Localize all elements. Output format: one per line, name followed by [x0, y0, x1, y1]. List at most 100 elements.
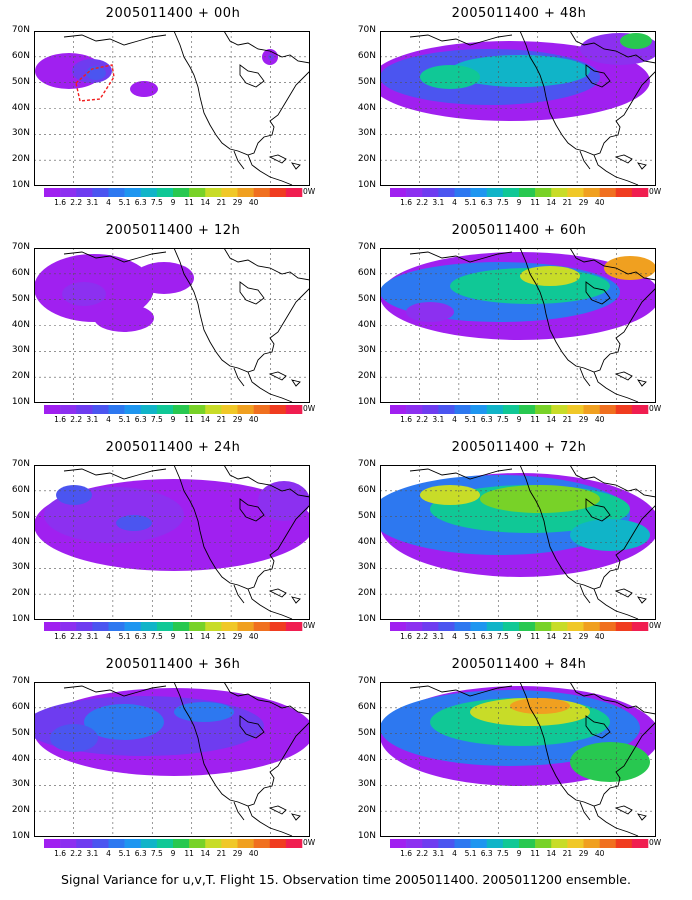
colorbar-label: 21 [562, 198, 573, 207]
colorbar-swatch [470, 622, 488, 631]
colorbar-swatch [535, 839, 552, 848]
colorbar-swatch [108, 839, 125, 848]
colorbar-label: 1.6 [54, 849, 67, 858]
colorbar-label: 11 [184, 849, 194, 858]
map-frame [34, 682, 310, 837]
colorbar-swatch [173, 188, 190, 197]
coastline [268, 588, 287, 598]
colorbar-label: 11 [530, 632, 540, 641]
colorbar-label: 6.3 [134, 198, 147, 207]
colorbar-swatch [221, 188, 238, 197]
colorbar-swatch [269, 839, 287, 848]
colorbar-label: 7.5 [150, 198, 163, 207]
coastline [585, 498, 611, 522]
colorbar-swatch [92, 188, 109, 197]
coastline [569, 248, 656, 281]
colorbar-label: 40 [248, 198, 259, 207]
variance-map [34, 682, 310, 837]
colorbar [44, 839, 303, 848]
colorbar-swatch [124, 839, 142, 848]
coastline [233, 584, 245, 604]
colorbar-label: 29 [232, 849, 243, 858]
colorbar-label: 14 [546, 415, 557, 424]
colorbar-swatch [583, 622, 600, 631]
coastline [614, 371, 633, 381]
map-panel-36h: 2005011400 + 36h 70N 60N 50N 40N 30N 20N 10N 1.6… [0, 651, 346, 868]
colorbar-label: 29 [232, 415, 243, 424]
colorbar-swatch [551, 839, 568, 848]
map-frame [34, 465, 310, 620]
colorbar-swatch [205, 839, 222, 848]
coastline [233, 150, 245, 170]
colorbar-swatch [60, 405, 77, 414]
colorbar-swatch [44, 405, 61, 414]
colorbar-label: 3.1 [86, 198, 99, 207]
colorbar-swatch [615, 839, 633, 848]
coastline [290, 379, 301, 387]
coastline [268, 371, 287, 381]
colorbar-swatch [140, 622, 158, 631]
lat-label: 70N [11, 25, 30, 35]
colorbar-label: 14 [546, 632, 557, 641]
colorbar-swatch [253, 622, 271, 631]
map-panel-72h: 2005011400 + 72h 70N 60N 50N 40N 30N 20N 10N 1.6… [346, 434, 692, 651]
coastline [593, 154, 639, 186]
map-panel-48h: 2005011400 + 48h 70N 60N 50N 40N 30N 20N 10N 1.6… [346, 0, 692, 217]
colorbar [390, 839, 649, 848]
colorbar-swatch [237, 188, 254, 197]
colorbar-swatch [631, 839, 649, 848]
colorbar-swatch [140, 405, 158, 414]
variance-contour-fill [420, 65, 480, 89]
colorbar-swatch [454, 405, 471, 414]
lat-label: 40N [357, 319, 376, 330]
coastline [569, 31, 656, 64]
lat-label: 50N [11, 510, 30, 521]
lat-label: 10N [11, 831, 30, 841]
colorbar-label: 2.2 [416, 632, 429, 641]
variance-contour-fill [620, 33, 652, 49]
colorbar-swatch [285, 188, 303, 197]
colorbar-swatch [615, 622, 633, 631]
colorbar-label: 14 [200, 415, 211, 424]
colorbar-swatch [390, 839, 407, 848]
coastline [409, 468, 513, 480]
colorbar-label: 14 [200, 632, 211, 641]
colorbar-swatch [269, 188, 287, 197]
colorbar-label: 29 [578, 632, 589, 641]
coastline [223, 248, 310, 281]
colorbar-label: 11 [184, 415, 194, 424]
coastline [614, 588, 633, 598]
lat-label: 50N [357, 727, 376, 738]
lat-label: 20N [11, 371, 30, 382]
map-panel-00h: 2005011400 + 00h 70N 60N 50N 40N 30N 20N 10N 1.6… [0, 0, 346, 217]
colorbar-swatch [422, 188, 439, 197]
map-panel-24h: 2005011400 + 24h 70N 60N 50N 40N 30N 20N 10N 1.6… [0, 434, 346, 651]
colorbar-label: 1.6 [400, 198, 413, 207]
coastline [63, 685, 167, 697]
colorbar-label: 2.2 [416, 198, 429, 207]
colorbar-label: 21 [562, 849, 573, 858]
colorbar-label: 29 [232, 632, 243, 641]
colorbar-label: 7.5 [496, 198, 509, 207]
coastline [173, 248, 310, 373]
colorbar-label: 6.3 [480, 415, 493, 424]
coastline [173, 682, 310, 807]
colorbar-label: 5.1 [118, 415, 131, 424]
colorbar-swatch [502, 405, 520, 414]
colorbar-label: 6.3 [134, 849, 147, 858]
colorbar [390, 188, 649, 197]
lat-label: 40N [357, 753, 376, 764]
colorbar-label: 5.1 [118, 849, 131, 858]
lat-label: 20N [357, 154, 376, 165]
colorbar-label: 4 [106, 415, 111, 424]
lat-label: 30N [11, 779, 30, 790]
colorbar-swatch [60, 839, 77, 848]
lat-label: 70N [357, 25, 376, 35]
colorbar-swatch [221, 405, 238, 414]
colorbar-swatch [422, 839, 439, 848]
lat-label: 60N [11, 701, 30, 712]
lat-label: 20N [357, 371, 376, 382]
coastline [268, 805, 287, 815]
colorbar-swatch [454, 188, 471, 197]
map-frame [380, 248, 656, 403]
